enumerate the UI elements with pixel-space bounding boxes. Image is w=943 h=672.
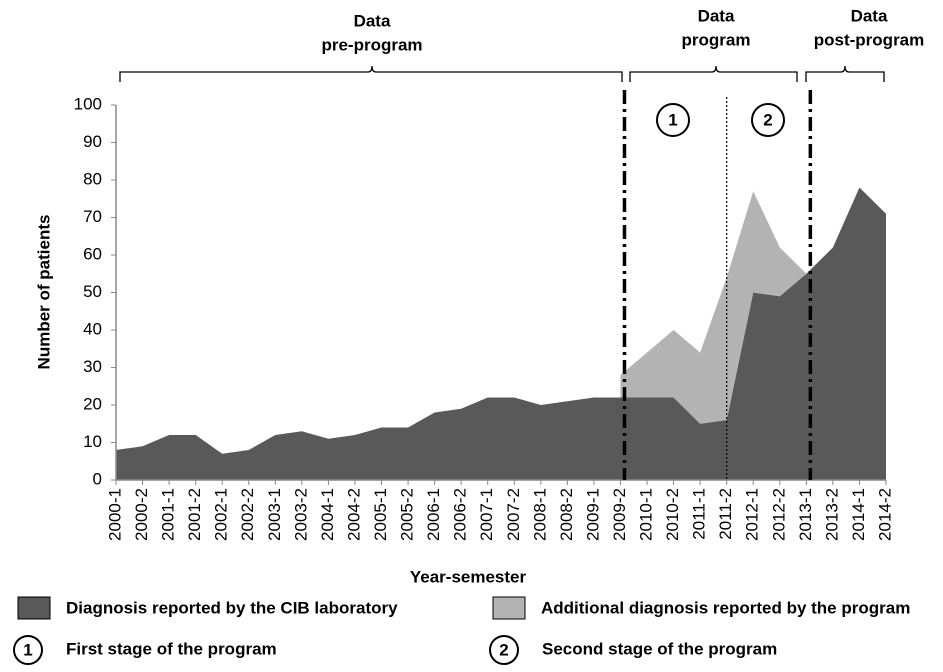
stage-number: 1 bbox=[668, 110, 677, 129]
annotation: pre-program bbox=[321, 35, 422, 54]
stage-number: 2 bbox=[763, 110, 772, 129]
y-tick-label: 0 bbox=[93, 469, 102, 488]
y-tick-label: 50 bbox=[83, 282, 102, 301]
x-tick-label: 2000-1 bbox=[105, 488, 124, 541]
x-tick-label: 2011-1 bbox=[690, 488, 709, 540]
y-tick-label: 30 bbox=[83, 357, 102, 376]
x-tick-label: 2006-1 bbox=[424, 488, 443, 541]
legend-stage-label: First stage of the program bbox=[66, 639, 277, 658]
y-tick-label: 10 bbox=[83, 432, 102, 451]
x-tick-label: 2005-1 bbox=[371, 488, 390, 541]
x-tick-label: 2012-2 bbox=[769, 488, 788, 541]
legend-stage-circle bbox=[489, 635, 519, 665]
bracket bbox=[119, 65, 623, 82]
x-tick-label: 2003-1 bbox=[265, 488, 284, 541]
x-tick-label: 2001-2 bbox=[185, 488, 204, 541]
x-tick-label: 2009-2 bbox=[610, 488, 629, 541]
legend-swatch bbox=[492, 596, 526, 620]
x-tick-label: 2008-2 bbox=[557, 488, 576, 541]
y-tick-label: 100 bbox=[74, 94, 102, 113]
x-axis-title: Year-semester bbox=[410, 567, 527, 586]
y-tick-label: 90 bbox=[83, 132, 102, 151]
annotation: Data bbox=[851, 6, 888, 25]
legend-swatch bbox=[17, 596, 51, 620]
legend-stage-circle bbox=[13, 635, 43, 665]
stage-circle bbox=[656, 103, 690, 137]
x-tick-label: 2007-1 bbox=[477, 488, 496, 541]
area bbox=[620, 191, 807, 424]
stage-circle bbox=[751, 103, 785, 137]
bracket bbox=[805, 65, 885, 82]
y-tick-label: 60 bbox=[83, 244, 102, 263]
x-tick-label: 2014-2 bbox=[875, 488, 894, 541]
x-tick-label: 2006-2 bbox=[451, 488, 470, 541]
x-tick-label: 2010-2 bbox=[663, 488, 682, 541]
x-tick-label: 2013-1 bbox=[796, 488, 815, 541]
legend-label: Diagnosis reported by the CIB laboratory bbox=[66, 598, 398, 617]
y-tick-label: 40 bbox=[83, 319, 102, 338]
x-tick-label: 2007-2 bbox=[504, 488, 523, 541]
x-tick-label: 2000-2 bbox=[132, 488, 151, 541]
legend-stage-label: Second stage of the program bbox=[542, 639, 777, 658]
x-tick-label: 2002-1 bbox=[212, 488, 231, 541]
legend-stage-number: 1 bbox=[23, 640, 32, 659]
brackets bbox=[119, 65, 885, 82]
x-tick-label: 2005-2 bbox=[398, 488, 417, 541]
x-tick-label: 2013-2 bbox=[822, 488, 841, 541]
x-tick-label: 2009-1 bbox=[583, 488, 602, 541]
x-tick-label: 2003-2 bbox=[291, 488, 310, 541]
x-tick-label: 2001-1 bbox=[159, 488, 178, 541]
x-tick-label: 2004-1 bbox=[318, 488, 337, 541]
x-tick-label: 2008-1 bbox=[530, 488, 549, 541]
y-axis-title: Number of patients bbox=[34, 215, 53, 370]
x-tick-label: 2011-2 bbox=[716, 488, 735, 540]
annotation: Data bbox=[354, 11, 391, 30]
bracket bbox=[629, 65, 798, 82]
x-tick-label: 2010-1 bbox=[637, 488, 656, 541]
x-tick-label: 2014-1 bbox=[849, 488, 868, 541]
y-tick-label: 80 bbox=[83, 169, 102, 188]
annotation: program bbox=[682, 30, 751, 49]
x-tick-label: 2012-1 bbox=[743, 488, 762, 541]
legend-stage-number: 2 bbox=[499, 640, 508, 659]
x-tick-label: 2004-2 bbox=[344, 488, 363, 541]
annotation: post-program bbox=[814, 30, 925, 49]
x-tick-label: 2002-2 bbox=[238, 488, 257, 541]
legend-label: Additional diagnosis reported by the pro… bbox=[541, 598, 910, 617]
y-tick-label: 20 bbox=[83, 394, 102, 413]
y-tick-label: 70 bbox=[83, 207, 102, 226]
annotation: Data bbox=[698, 6, 735, 25]
